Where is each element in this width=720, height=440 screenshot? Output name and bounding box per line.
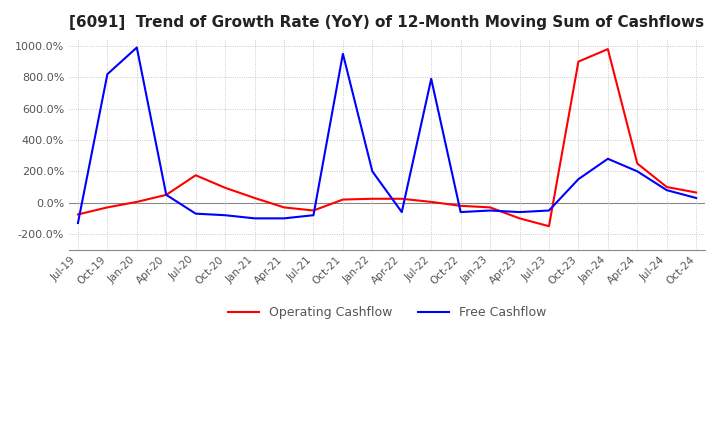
Operating Cashflow <box>633 161 642 166</box>
Line: Free Cashflow: Free Cashflow <box>78 48 696 223</box>
Free Cashflow <box>132 45 141 50</box>
Legend: Operating Cashflow, Free Cashflow: Operating Cashflow, Free Cashflow <box>223 301 552 324</box>
Operating Cashflow <box>516 216 524 221</box>
Operating Cashflow <box>692 190 701 195</box>
Free Cashflow <box>603 156 612 161</box>
Free Cashflow <box>221 213 230 218</box>
Free Cashflow <box>103 72 112 77</box>
Operating Cashflow <box>603 47 612 52</box>
Operating Cashflow <box>192 172 200 178</box>
Free Cashflow <box>162 192 171 198</box>
Free Cashflow <box>456 209 465 215</box>
Free Cashflow <box>397 209 406 215</box>
Free Cashflow <box>192 211 200 216</box>
Operating Cashflow <box>162 192 171 198</box>
Free Cashflow <box>309 213 318 218</box>
Free Cashflow <box>633 169 642 174</box>
Operating Cashflow <box>309 208 318 213</box>
Free Cashflow <box>544 208 553 213</box>
Operating Cashflow <box>221 185 230 191</box>
Operating Cashflow <box>427 199 436 205</box>
Line: Operating Cashflow: Operating Cashflow <box>78 49 696 226</box>
Operating Cashflow <box>132 199 141 205</box>
Free Cashflow <box>692 195 701 201</box>
Operating Cashflow <box>251 195 259 201</box>
Free Cashflow <box>427 76 436 81</box>
Operating Cashflow <box>279 205 288 210</box>
Free Cashflow <box>251 216 259 221</box>
Free Cashflow <box>279 216 288 221</box>
Operating Cashflow <box>486 205 495 210</box>
Operating Cashflow <box>368 196 377 202</box>
Operating Cashflow <box>103 205 112 210</box>
Free Cashflow <box>662 187 671 193</box>
Free Cashflow <box>516 209 524 215</box>
Free Cashflow <box>73 220 82 226</box>
Operating Cashflow <box>456 203 465 209</box>
Free Cashflow <box>574 176 582 182</box>
Operating Cashflow <box>338 197 347 202</box>
Operating Cashflow <box>73 212 82 217</box>
Title: [6091]  Trend of Growth Rate (YoY) of 12-Month Moving Sum of Cashflows: [6091] Trend of Growth Rate (YoY) of 12-… <box>70 15 705 30</box>
Operating Cashflow <box>397 196 406 202</box>
Free Cashflow <box>486 208 495 213</box>
Free Cashflow <box>338 51 347 56</box>
Free Cashflow <box>368 169 377 174</box>
Operating Cashflow <box>662 184 671 190</box>
Operating Cashflow <box>574 59 582 64</box>
Operating Cashflow <box>544 224 553 229</box>
